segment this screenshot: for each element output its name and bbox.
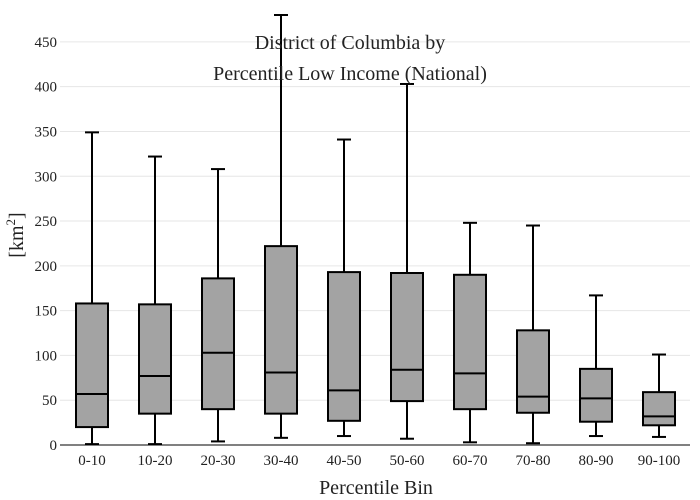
iqr-box	[75, 302, 109, 429]
box-series	[75, 14, 676, 446]
x-tick-label: 50-60	[390, 453, 425, 469]
y-tick-labels: 0 50 100 150 200 250 300 350 400 450	[35, 35, 58, 454]
box-20-30	[201, 168, 235, 443]
x-tick-label: 30-40	[264, 453, 299, 469]
chart-title-line-2: Percentile Low Income (National)	[213, 63, 487, 85]
x-tick-label: 90-100	[638, 453, 681, 469]
y-tick-label: 0	[50, 438, 58, 454]
box-60-70	[453, 221, 487, 444]
box-90-100	[642, 353, 676, 438]
x-tick-label: 70-80	[516, 453, 551, 469]
box-70-80	[516, 224, 550, 445]
x-axis-title: Percentile Bin	[319, 477, 433, 499]
box-50-60	[390, 82, 424, 440]
box-80-90	[579, 294, 613, 438]
y-tick-label: 50	[42, 393, 57, 409]
y-axis-title-close: ]	[6, 212, 28, 219]
x-tick-label: 40-50	[327, 453, 362, 469]
iqr-box	[453, 273, 487, 411]
y-tick-label: 300	[35, 169, 58, 185]
iqr-box	[327, 271, 361, 422]
x-tick-label: 0-10	[78, 453, 106, 469]
box-30-40	[264, 14, 298, 439]
y-tick-label: 150	[35, 304, 58, 320]
y-tick-label: 200	[35, 259, 58, 275]
y-tick-label: 250	[35, 214, 58, 230]
box-40-50	[327, 138, 361, 438]
iqr-box	[264, 245, 298, 415]
y-axis-title: [km2]	[3, 212, 28, 257]
x-tick-label: 80-90	[579, 453, 614, 469]
box-0-10	[75, 131, 109, 446]
chart-title-line-1: District of Columbia by	[255, 32, 446, 54]
y-tick-label: 350	[35, 124, 58, 140]
iqr-box	[201, 277, 235, 411]
box-10-20	[138, 155, 172, 446]
y-tick-label: 400	[35, 80, 58, 96]
iqr-box	[642, 391, 676, 427]
iqr-box	[138, 303, 172, 415]
y-tick-label: 100	[35, 348, 58, 364]
x-tick-labels: 0-10 10-20 20-30 30-40 40-50 50-60 60-70 70-80 8…	[78, 453, 680, 469]
iqr-box	[516, 329, 550, 414]
y-axis-title-superscript: 2	[3, 219, 18, 226]
x-tick-label: 20-30	[201, 453, 236, 469]
iqr-box	[579, 367, 613, 423]
x-tick-label: 10-20	[138, 453, 173, 469]
x-tick-label: 60-70	[453, 453, 488, 469]
y-tick-label: 450	[35, 35, 58, 51]
y-axis-title-base: [km	[6, 225, 28, 258]
iqr-box	[390, 272, 424, 403]
